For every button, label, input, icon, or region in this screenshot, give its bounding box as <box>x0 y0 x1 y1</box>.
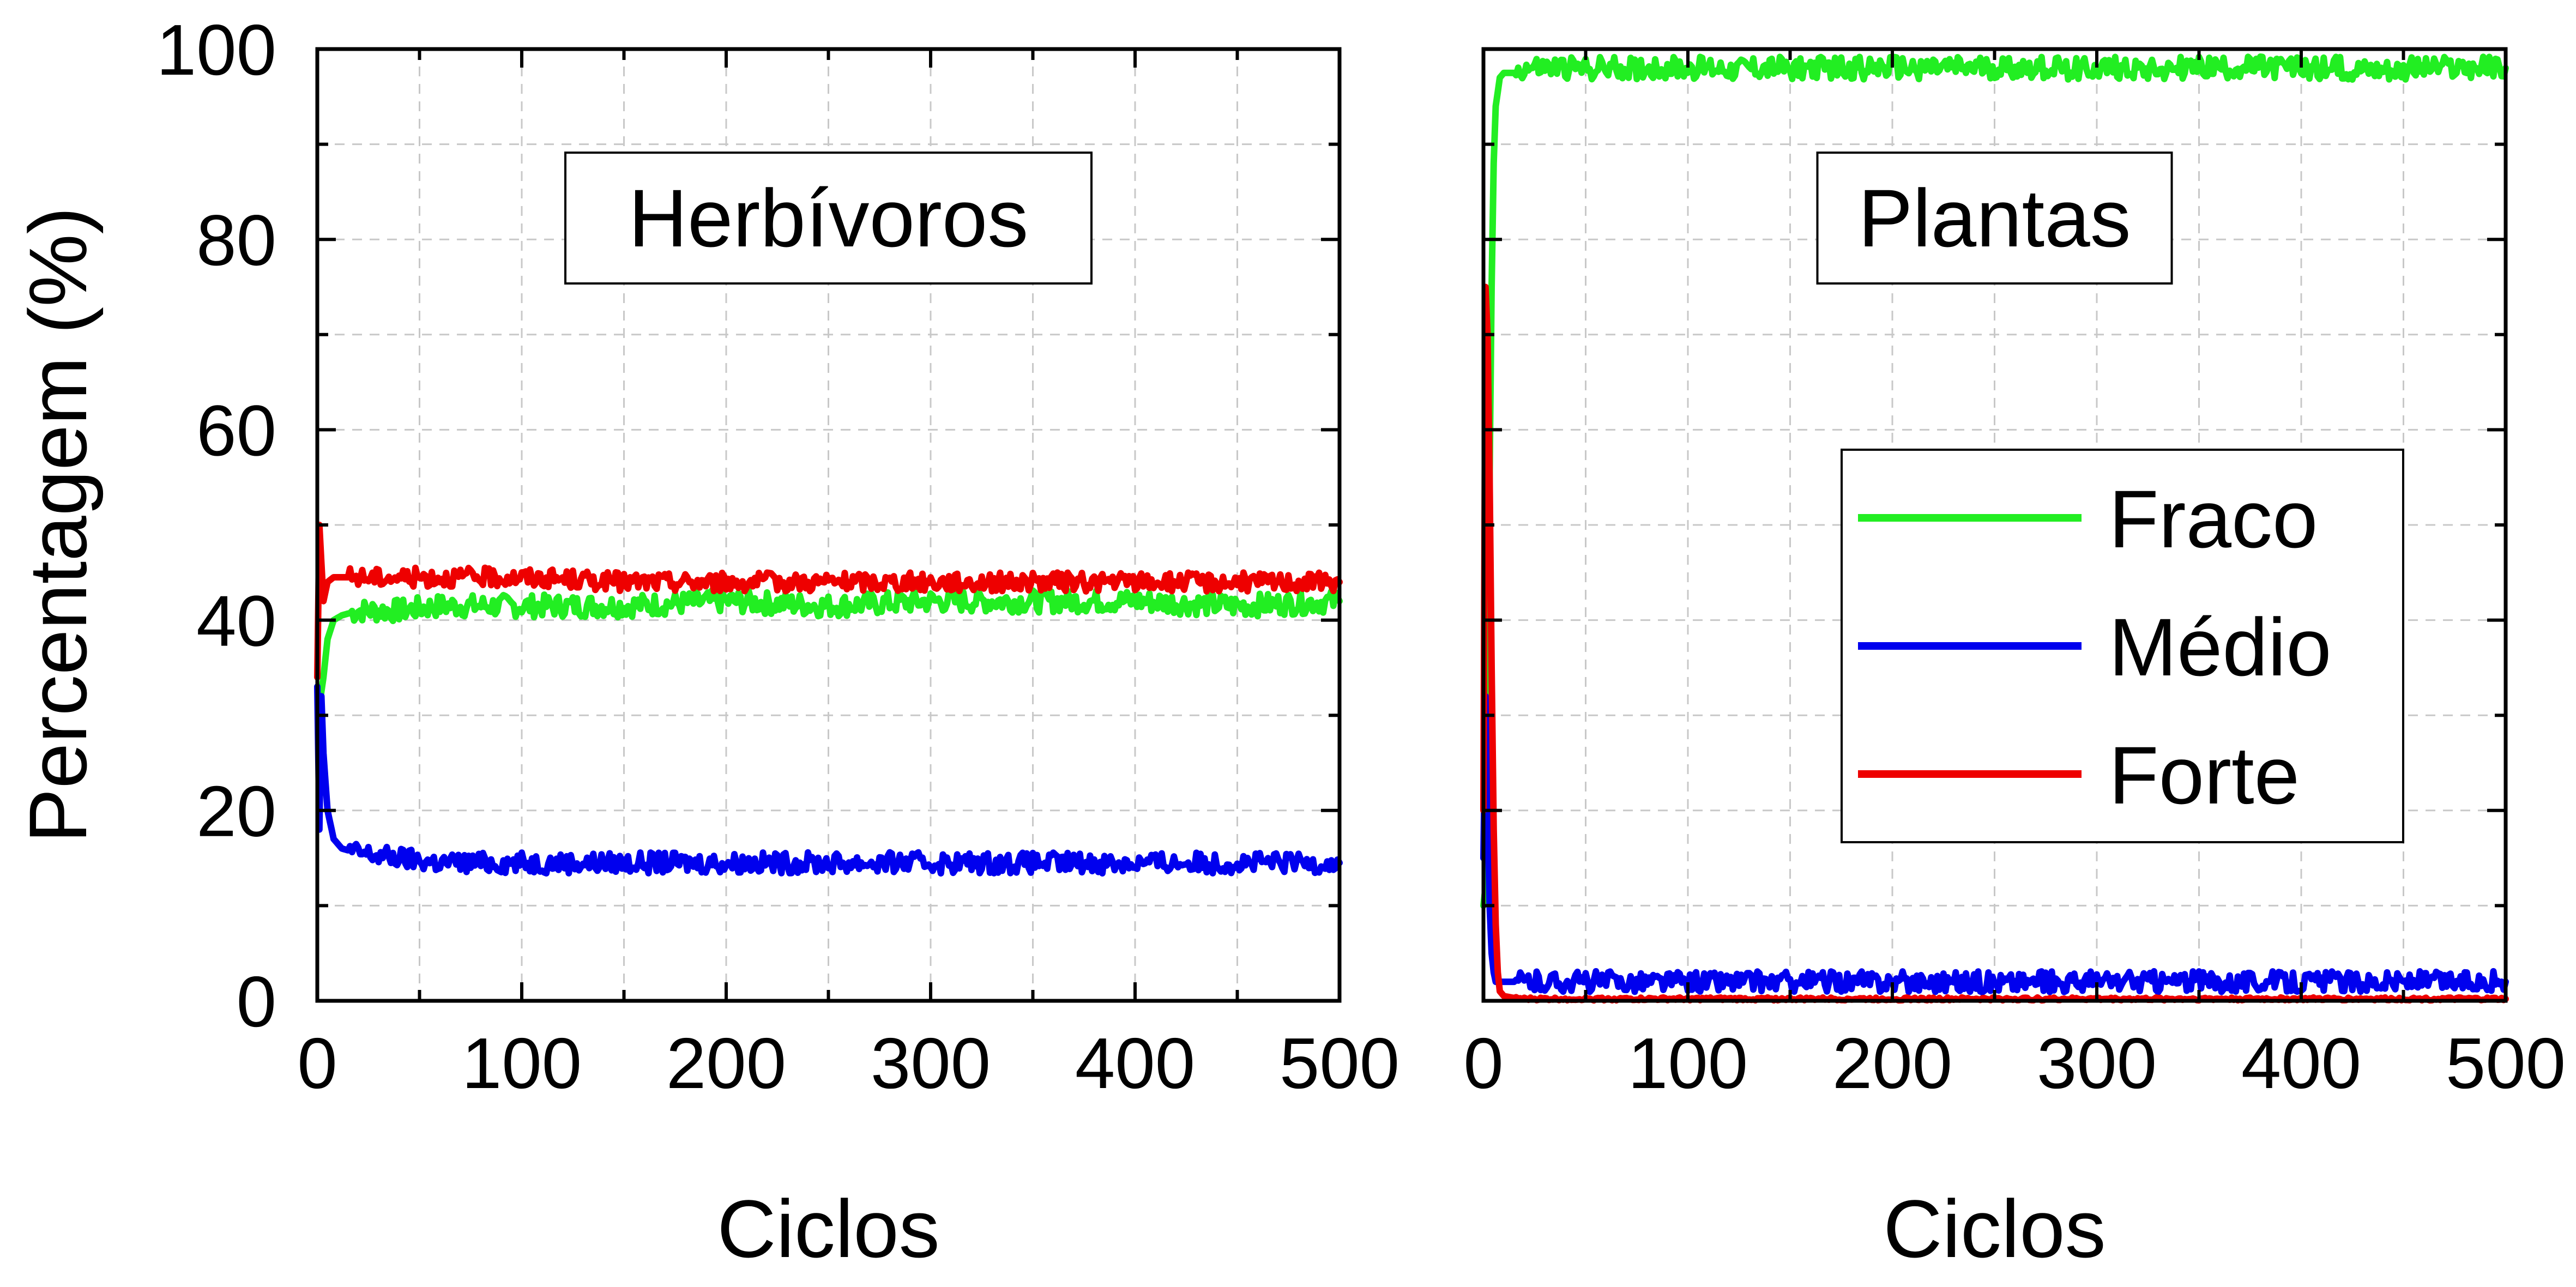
y-tick-label: 60 <box>196 390 276 470</box>
y-tick-label: 40 <box>196 581 276 661</box>
series-line-fraco <box>314 586 1343 709</box>
x-tick-label: 500 <box>2446 1023 2566 1103</box>
series-line-medio <box>1480 693 2509 996</box>
chart-panel-plantas: 0 100 200 300 400 500CiclosPlantasFracoMédioF… <box>1463 47 2566 1274</box>
y-tick-label: 80 <box>196 200 276 280</box>
panel-title: Herbívoros <box>564 152 1093 285</box>
series-line-fraco <box>1480 53 2509 909</box>
legend-label-fraco: Fraco <box>2109 473 2318 565</box>
x-tick-label: 100 <box>1628 1023 1748 1103</box>
legend: Fraco Médio Forte <box>1841 449 2404 843</box>
series-line-forte <box>314 522 1343 681</box>
y-tick-label: 100 <box>156 10 276 90</box>
x-axis-title: Ciclos <box>717 1183 939 1274</box>
panel-title-text: Herbívoros <box>629 172 1029 264</box>
x-tick-label: 0 <box>297 1023 337 1103</box>
panel-title-box <box>564 152 1093 285</box>
x-tick-label: 0 <box>1463 1023 1503 1103</box>
series-line-medio <box>314 683 1343 877</box>
x-tick-label: 500 <box>1280 1023 1399 1103</box>
x-tick-label: 400 <box>2241 1023 2361 1103</box>
ticks <box>1482 47 2507 1002</box>
ticks <box>316 47 1341 1002</box>
panel-title-text: Plantas <box>1858 172 2131 264</box>
x-tick-label: 100 <box>462 1023 582 1103</box>
chart-panel-herbivoros: 0 100 200 300 400 500 0 20 40 60 80 100 Ciclos Percen… <box>12 10 1399 1274</box>
x-axis-title: Ciclos <box>1883 1183 2106 1274</box>
x-tick-label: 300 <box>871 1023 991 1103</box>
legend-label-forte: Forte <box>2109 729 2300 821</box>
panel-title: Plantas <box>1816 152 2173 285</box>
legend-label-medio: Médio <box>2109 601 2332 693</box>
x-tick-label: 200 <box>1832 1023 1952 1103</box>
panel-title-box <box>1816 152 2173 285</box>
y-axis-title: Percentagem (%) <box>12 207 104 843</box>
y-tick-label: 0 <box>237 962 276 1042</box>
y-tick-label: 20 <box>196 771 276 851</box>
x-tick-label: 400 <box>1075 1023 1195 1103</box>
x-tick-label: 200 <box>666 1023 786 1103</box>
x-tick-label: 300 <box>2037 1023 2157 1103</box>
